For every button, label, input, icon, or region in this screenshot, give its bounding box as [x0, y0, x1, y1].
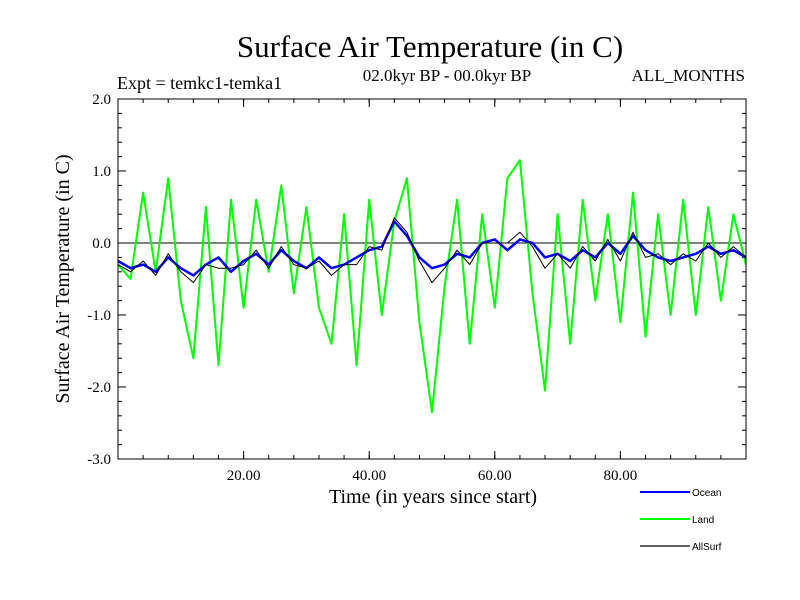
- y-tick-label: 0.0: [92, 236, 111, 252]
- legend-label-land: Land: [692, 515, 714, 526]
- chart-subtitle-right: ALL_MONTHS: [632, 66, 745, 85]
- y-tick-label: -1.0: [87, 308, 111, 324]
- series-line-land: [118, 159, 746, 414]
- y-tick-label: -3.0: [87, 452, 111, 468]
- plot-frame: [117, 98, 747, 460]
- x-axis-label: Time (in years since start): [329, 486, 537, 508]
- y-tick-label: 1.0: [92, 164, 111, 180]
- chart-subtitle-left: Expt = temkc1-temka1: [117, 73, 282, 93]
- chart-subtitle-center: 02.0kyr BP - 00.0kyr BP: [363, 66, 531, 85]
- legend: Ocean Land AllSurf: [640, 488, 722, 553]
- chart-title: Surface Air Temperature (in C): [237, 29, 623, 64]
- legend-label-allsurf: AllSurf: [692, 542, 722, 553]
- y-tick-label: 2.0: [92, 92, 111, 108]
- x-tick-label: 40.00: [352, 468, 386, 484]
- y-axis-label: Surface Air Temperature (in C): [52, 154, 74, 403]
- x-tick-label: 20.00: [227, 468, 261, 484]
- x-tick-label: 60.00: [478, 468, 512, 484]
- legend-label-ocean: Ocean: [692, 488, 721, 499]
- series-line-ocean: [118, 220, 746, 277]
- series-group: [118, 159, 746, 414]
- y-tick-label: -2.0: [87, 380, 111, 396]
- series-line-allsurf: [118, 217, 746, 284]
- x-tick-label: 80.00: [604, 468, 638, 484]
- x-axis: 20.00 40.00 60.00 80.00: [117, 99, 747, 484]
